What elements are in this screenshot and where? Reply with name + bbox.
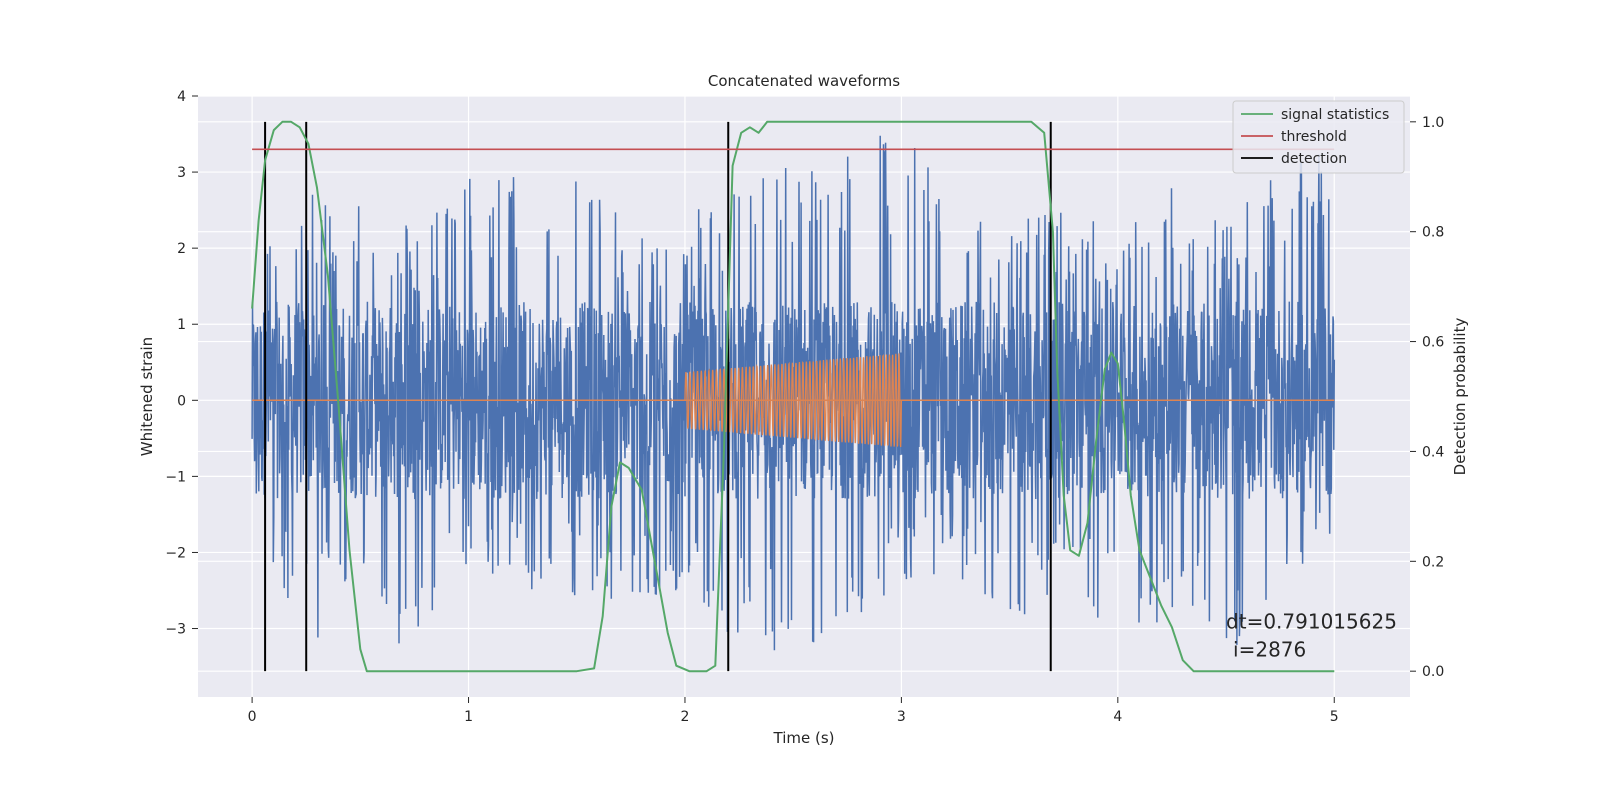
legend-label-threshold: threshold bbox=[1281, 129, 1347, 145]
legend-item-detection: detection bbox=[1241, 151, 1347, 167]
x-tick-label: 4 bbox=[1113, 709, 1122, 725]
injected-signal-series bbox=[252, 353, 1335, 448]
x-tick-label: 1 bbox=[464, 709, 473, 725]
y2-tick-label: 0.8 bbox=[1422, 225, 1444, 241]
legend-label-signal-statistics: signal statistics bbox=[1281, 107, 1389, 123]
legend-label-detection: detection bbox=[1281, 151, 1347, 167]
y2-axis-label: Detection probability bbox=[1451, 318, 1469, 476]
x-axis-label: Time (s) bbox=[773, 729, 835, 747]
legend-item-signal-statistics: signal statistics bbox=[1241, 107, 1389, 123]
x-tick-label: 3 bbox=[897, 709, 906, 725]
y2-tick-label: 0.0 bbox=[1422, 664, 1444, 680]
y-tick-label: 2 bbox=[177, 241, 186, 257]
y-tick-label: 0 bbox=[177, 393, 186, 409]
y-tick-label: −3 bbox=[165, 622, 186, 638]
y2-tick-label: 0.6 bbox=[1422, 335, 1444, 351]
y2-tick-label: 0.4 bbox=[1422, 444, 1444, 460]
x-tick-label: 0 bbox=[248, 709, 257, 725]
y-tick-label: 4 bbox=[177, 89, 186, 105]
annotation-index: i=2876 bbox=[1233, 638, 1306, 662]
x-tick-label: 2 bbox=[681, 709, 690, 725]
y-axis-label: Whitened strain bbox=[138, 337, 156, 456]
y-tick-label: −1 bbox=[165, 469, 186, 485]
x-tick-label: 5 bbox=[1330, 709, 1339, 725]
axes: 0 1 2 3 4 5 −3 −2 −1 0 1 2 3 4 0.0 0.2 0.4 0.6 0.8 1.0 bbox=[165, 89, 1444, 725]
legend-item-threshold: threshold bbox=[1241, 129, 1347, 145]
y2-tick-label: 0.2 bbox=[1422, 554, 1444, 570]
detection-lines bbox=[264, 121, 1052, 672]
signal-statistics-series bbox=[251, 120, 1335, 673]
legend: signal statistics threshold detection bbox=[1232, 100, 1405, 174]
chart-title: Concatenated waveforms bbox=[708, 72, 900, 90]
annotation-dt: dt=0.791015625 bbox=[1226, 610, 1397, 634]
y-tick-label: −2 bbox=[165, 545, 186, 561]
strain-line bbox=[251, 135, 1336, 651]
y-tick-label: 3 bbox=[177, 165, 186, 181]
injected-signal-chirp bbox=[684, 353, 903, 448]
strain-series bbox=[251, 135, 1336, 651]
y-tick-label: 1 bbox=[177, 317, 186, 333]
signal-statistics-line bbox=[251, 120, 1335, 673]
legend-box bbox=[1232, 100, 1405, 174]
y2-tick-label: 1.0 bbox=[1422, 115, 1444, 131]
